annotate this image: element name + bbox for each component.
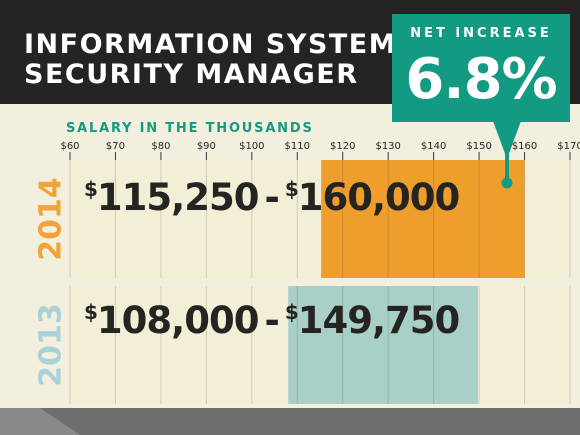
footer-slab <box>0 408 580 435</box>
x-tick-label: $80 <box>151 141 170 152</box>
bar-2014 <box>321 160 525 278</box>
range-label-2013: $108,000- $149,750 <box>84 299 461 348</box>
x-tick-label: $160 <box>512 141 537 152</box>
year-label-2013: 2013 <box>34 303 69 387</box>
dollar-sign: $ <box>84 177 98 201</box>
year-label-2014: 2014 <box>34 177 69 261</box>
dollar-sign: $ <box>284 300 299 324</box>
low-label-2013: 108,000 <box>96 299 260 342</box>
footer-bevel <box>0 408 80 435</box>
high-label-2014: 160,000 <box>297 176 461 219</box>
high-label-2013: 149,750 <box>297 299 461 342</box>
range-dash: - <box>264 299 279 342</box>
x-tick-label: $170 <box>557 141 580 152</box>
x-tick-label: $60 <box>60 141 79 152</box>
x-tick-label: $130 <box>375 141 400 152</box>
callout-pointer <box>493 121 521 189</box>
x-tick-label: $150 <box>466 141 491 152</box>
dollar-sign: $ <box>284 177 299 201</box>
x-tick-label: $140 <box>421 141 446 152</box>
x-tick-label: $110 <box>285 141 310 152</box>
x-tick-label: $100 <box>239 141 264 152</box>
net-increase-callout: NET INCREASE 6.8% <box>392 14 570 122</box>
range-dash: - <box>264 176 279 219</box>
dollar-sign: $ <box>84 300 98 324</box>
x-tick-label: $70 <box>106 141 125 152</box>
chart-title: INFORMATION SYSTEMS SECURITY MANAGER <box>24 29 419 90</box>
net-increase-label: NET INCREASE <box>410 26 552 41</box>
x-tick-label: $90 <box>197 141 216 152</box>
low-label-2014: 115,250 <box>96 176 260 219</box>
chart-subtitle: SALARY IN THE THOUSANDS <box>66 121 314 136</box>
range-label-2014: $115,250- $160,000 <box>84 176 461 225</box>
bar-2013 <box>288 286 478 404</box>
x-tick-label: $120 <box>330 141 355 152</box>
net-increase-value: 6.8% <box>405 47 557 112</box>
